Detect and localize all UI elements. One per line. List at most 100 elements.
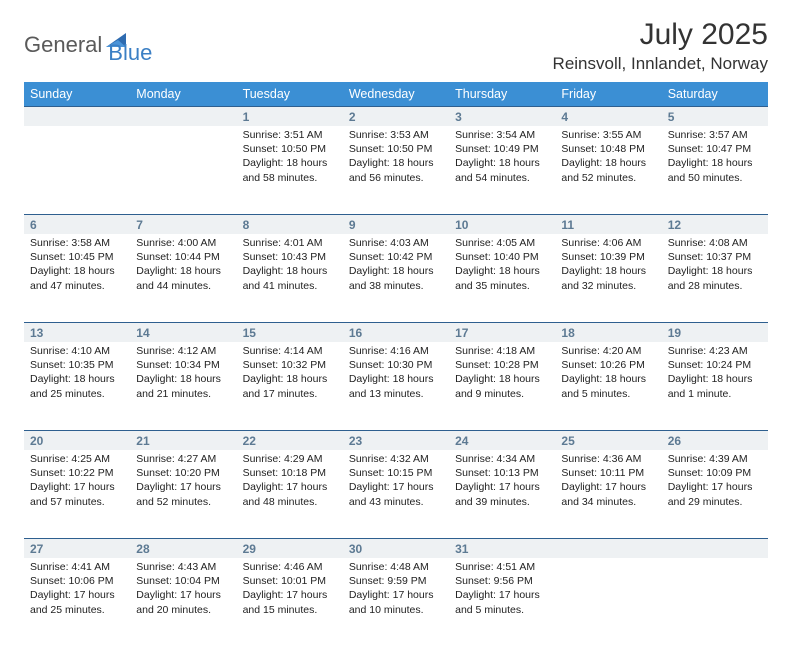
day-number: 22 — [237, 431, 343, 450]
day-details: Sunrise: 4:25 AMSunset: 10:22 PMDaylight… — [24, 450, 130, 515]
day-details: Sunrise: 4:29 AMSunset: 10:18 PMDaylight… — [237, 450, 343, 515]
day-number: 24 — [449, 431, 555, 450]
day-number: 29 — [237, 539, 343, 558]
daybody-row: Sunrise: 4:10 AMSunset: 10:35 PMDaylight… — [24, 342, 768, 431]
day-body-cell: Sunrise: 3:53 AMSunset: 10:50 PMDaylight… — [343, 126, 449, 215]
day-details: Sunrise: 4:00 AMSunset: 10:44 PMDaylight… — [130, 234, 236, 299]
day-number-cell: 16 — [343, 323, 449, 343]
daynum-row: 13141516171819 — [24, 323, 768, 343]
day-body-cell: Sunrise: 4:48 AMSunset: 9:59 PMDaylight:… — [343, 558, 449, 646]
day-number-cell: 29 — [237, 539, 343, 559]
daynum-row: 2728293031 — [24, 539, 768, 559]
day-number-cell: 1 — [237, 107, 343, 127]
day-number-cell: 10 — [449, 215, 555, 235]
day-details: Sunrise: 4:18 AMSunset: 10:28 PMDaylight… — [449, 342, 555, 407]
day-details: Sunrise: 3:53 AMSunset: 10:50 PMDaylight… — [343, 126, 449, 191]
day-number-cell: 15 — [237, 323, 343, 343]
day-body-cell — [24, 126, 130, 215]
day-details: Sunrise: 4:08 AMSunset: 10:37 PMDaylight… — [662, 234, 768, 299]
day-details: Sunrise: 4:36 AMSunset: 10:11 PMDaylight… — [555, 450, 661, 515]
day-body-cell: Sunrise: 4:46 AMSunset: 10:01 PMDaylight… — [237, 558, 343, 646]
day-number-cell — [130, 107, 236, 127]
day-number-cell: 11 — [555, 215, 661, 235]
day-number: 31 — [449, 539, 555, 558]
daybody-row: Sunrise: 4:41 AMSunset: 10:06 PMDaylight… — [24, 558, 768, 646]
day-body-cell: Sunrise: 4:10 AMSunset: 10:35 PMDaylight… — [24, 342, 130, 431]
day-body-cell: Sunrise: 4:43 AMSunset: 10:04 PMDaylight… — [130, 558, 236, 646]
day-body-cell: Sunrise: 4:03 AMSunset: 10:42 PMDaylight… — [343, 234, 449, 323]
day-number-cell: 28 — [130, 539, 236, 559]
calendar-table: Sunday Monday Tuesday Wednesday Thursday… — [24, 82, 768, 646]
day-number-cell: 8 — [237, 215, 343, 235]
day-number-cell: 6 — [24, 215, 130, 235]
day-number-cell: 20 — [24, 431, 130, 451]
day-details: Sunrise: 4:05 AMSunset: 10:40 PMDaylight… — [449, 234, 555, 299]
day-number-cell: 31 — [449, 539, 555, 559]
day-number: 12 — [662, 215, 768, 234]
day-body-cell: Sunrise: 4:23 AMSunset: 10:24 PMDaylight… — [662, 342, 768, 431]
day-number-cell — [555, 539, 661, 559]
logo-word-blue: Blue — [108, 24, 152, 66]
daybody-row: Sunrise: 3:58 AMSunset: 10:45 PMDaylight… — [24, 234, 768, 323]
day-number-cell: 22 — [237, 431, 343, 451]
day-number-cell: 18 — [555, 323, 661, 343]
day-details: Sunrise: 4:16 AMSunset: 10:30 PMDaylight… — [343, 342, 449, 407]
day-number: 14 — [130, 323, 236, 342]
day-number-cell — [662, 539, 768, 559]
day-body-cell: Sunrise: 4:06 AMSunset: 10:39 PMDaylight… — [555, 234, 661, 323]
weekday-header: Wednesday — [343, 82, 449, 107]
location-text: Reinsvoll, Innlandet, Norway — [553, 54, 768, 74]
day-details: Sunrise: 4:46 AMSunset: 10:01 PMDaylight… — [237, 558, 343, 623]
weekday-header: Monday — [130, 82, 236, 107]
day-body-cell: Sunrise: 4:32 AMSunset: 10:15 PMDaylight… — [343, 450, 449, 539]
day-number-cell — [24, 107, 130, 127]
day-body-cell: Sunrise: 4:51 AMSunset: 9:56 PMDaylight:… — [449, 558, 555, 646]
day-number: 30 — [343, 539, 449, 558]
day-number: 13 — [24, 323, 130, 342]
day-details: Sunrise: 4:14 AMSunset: 10:32 PMDaylight… — [237, 342, 343, 407]
day-number: 18 — [555, 323, 661, 342]
day-number: 8 — [237, 215, 343, 234]
day-details: Sunrise: 4:51 AMSunset: 9:56 PMDaylight:… — [449, 558, 555, 623]
day-number: 15 — [237, 323, 343, 342]
day-number-cell: 14 — [130, 323, 236, 343]
day-body-cell: Sunrise: 3:55 AMSunset: 10:48 PMDaylight… — [555, 126, 661, 215]
day-number: 4 — [555, 107, 661, 126]
day-body-cell: Sunrise: 3:51 AMSunset: 10:50 PMDaylight… — [237, 126, 343, 215]
title-block: July 2025 Reinsvoll, Innlandet, Norway — [553, 18, 768, 74]
day-number-cell: 9 — [343, 215, 449, 235]
day-number: 10 — [449, 215, 555, 234]
day-number-cell: 13 — [24, 323, 130, 343]
day-body-cell: Sunrise: 4:36 AMSunset: 10:11 PMDaylight… — [555, 450, 661, 539]
day-body-cell: Sunrise: 4:20 AMSunset: 10:26 PMDaylight… — [555, 342, 661, 431]
day-details: Sunrise: 4:43 AMSunset: 10:04 PMDaylight… — [130, 558, 236, 623]
day-body-cell: Sunrise: 3:57 AMSunset: 10:47 PMDaylight… — [662, 126, 768, 215]
day-number-cell: 30 — [343, 539, 449, 559]
day-body-cell: Sunrise: 4:08 AMSunset: 10:37 PMDaylight… — [662, 234, 768, 323]
day-number: 3 — [449, 107, 555, 126]
day-details: Sunrise: 4:06 AMSunset: 10:39 PMDaylight… — [555, 234, 661, 299]
weekday-header: Thursday — [449, 82, 555, 107]
day-details: Sunrise: 3:54 AMSunset: 10:49 PMDaylight… — [449, 126, 555, 191]
weekday-header: Friday — [555, 82, 661, 107]
day-details: Sunrise: 4:39 AMSunset: 10:09 PMDaylight… — [662, 450, 768, 515]
day-details: Sunrise: 4:01 AMSunset: 10:43 PMDaylight… — [237, 234, 343, 299]
day-details: Sunrise: 3:57 AMSunset: 10:47 PMDaylight… — [662, 126, 768, 191]
day-number: 28 — [130, 539, 236, 558]
day-number: 21 — [130, 431, 236, 450]
day-details: Sunrise: 4:48 AMSunset: 9:59 PMDaylight:… — [343, 558, 449, 623]
day-details: Sunrise: 4:20 AMSunset: 10:26 PMDaylight… — [555, 342, 661, 407]
day-number: 2 — [343, 107, 449, 126]
day-number: 9 — [343, 215, 449, 234]
day-details: Sunrise: 4:41 AMSunset: 10:06 PMDaylight… — [24, 558, 130, 623]
day-number-cell: 2 — [343, 107, 449, 127]
day-details: Sunrise: 4:34 AMSunset: 10:13 PMDaylight… — [449, 450, 555, 515]
day-body-cell: Sunrise: 4:00 AMSunset: 10:44 PMDaylight… — [130, 234, 236, 323]
day-details: Sunrise: 3:55 AMSunset: 10:48 PMDaylight… — [555, 126, 661, 191]
day-body-cell: Sunrise: 4:39 AMSunset: 10:09 PMDaylight… — [662, 450, 768, 539]
daynum-row: 12345 — [24, 107, 768, 127]
logo: General Blue — [24, 18, 152, 66]
day-body-cell: Sunrise: 4:34 AMSunset: 10:13 PMDaylight… — [449, 450, 555, 539]
daybody-row: Sunrise: 4:25 AMSunset: 10:22 PMDaylight… — [24, 450, 768, 539]
weekday-header: Saturday — [662, 82, 768, 107]
